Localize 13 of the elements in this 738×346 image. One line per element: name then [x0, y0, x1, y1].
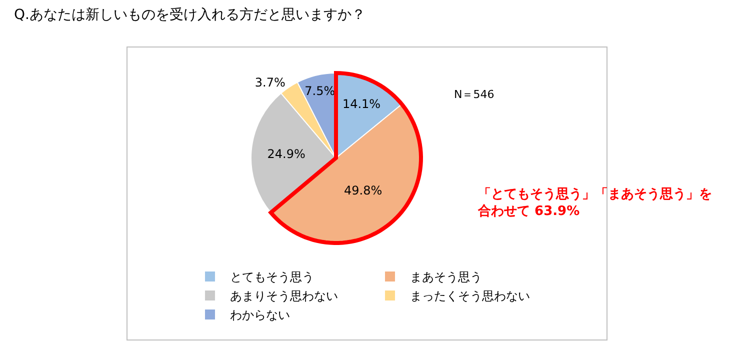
legend-label: まったくそう思わない: [410, 289, 530, 304]
data-label: 3.7%: [254, 75, 286, 90]
data-label: 24.9%: [267, 146, 306, 161]
data-label: 7.5%: [304, 84, 336, 98]
data-label: 14.1%: [342, 97, 381, 112]
legend-label: まあそう思う: [410, 270, 482, 284]
text: 「とてもそう思う」「まあそう思う」を合わせて 63.9%: [477, 187, 712, 219]
legend-label: あまりそう思わない: [230, 289, 338, 304]
legend-label: とてもそう思う: [230, 270, 314, 284]
chart-title: Q.あなたは新しいものを受け入れる方だと思いますか？: [14, 6, 366, 23]
data-label: 49.8%: [344, 184, 382, 198]
text: N＝546: [454, 88, 494, 101]
legend-label: わからない: [230, 308, 290, 322]
